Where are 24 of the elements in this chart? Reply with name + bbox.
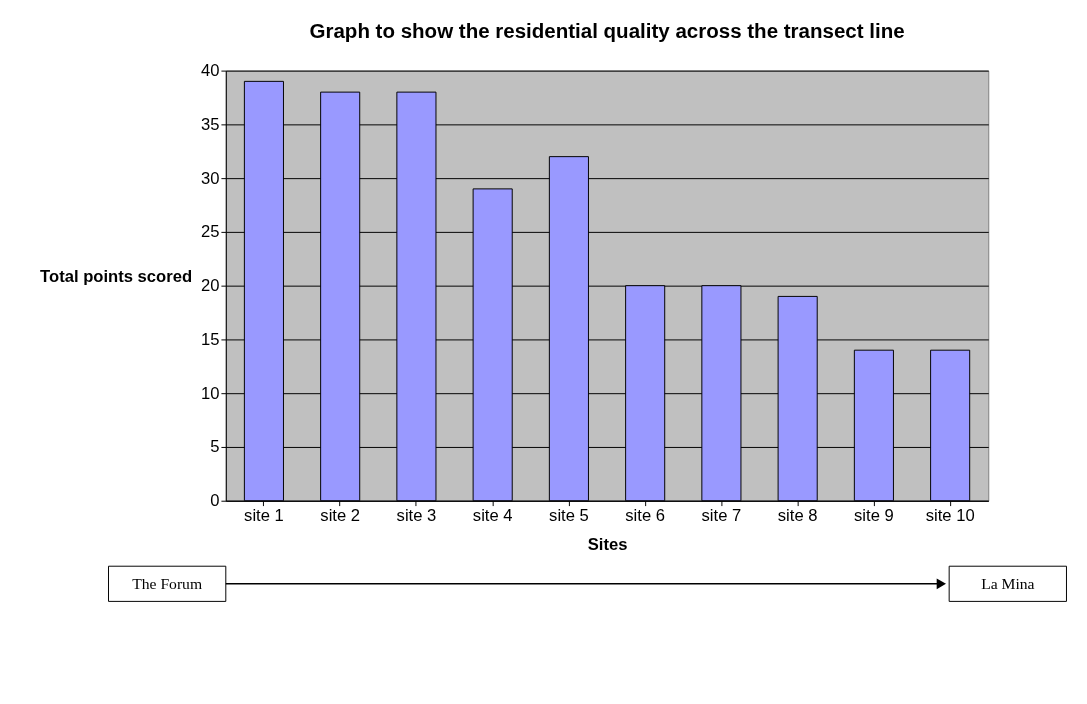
y-tick-label: 30	[200, 168, 220, 188]
y-tick-label: 20	[200, 276, 220, 296]
y-axis-title: Total points scored	[40, 267, 193, 287]
y-tick-label: 25	[200, 222, 220, 242]
x-tick-label: site 10	[925, 505, 975, 525]
y-tick-label: 0	[210, 491, 220, 511]
x-tick-label: site 6	[625, 505, 666, 525]
x-axis-title: Sites	[587, 535, 628, 555]
x-tick-label: site 4	[472, 505, 513, 525]
x-tick-label: site 8	[777, 505, 818, 525]
y-tick-label: 35	[200, 114, 220, 134]
x-tick-label: site 5	[549, 505, 589, 525]
x-tick-label: site 7	[701, 505, 742, 525]
x-tick-label: site 2	[320, 505, 361, 525]
x-tick-label: site 9	[854, 505, 894, 525]
text: La Mina	[981, 574, 1035, 592]
y-tick-label: 15	[200, 329, 220, 349]
chart-title: Graph to show the residential quality across the transect line	[309, 19, 905, 43]
x-tick-label: site 3	[396, 505, 437, 525]
y-tick-label: 5	[210, 437, 220, 457]
x-tick-label: site 1	[244, 505, 284, 525]
y-tick-label: 40	[200, 60, 220, 80]
text: The Forum	[132, 574, 203, 592]
y-tick-label: 10	[200, 383, 220, 403]
